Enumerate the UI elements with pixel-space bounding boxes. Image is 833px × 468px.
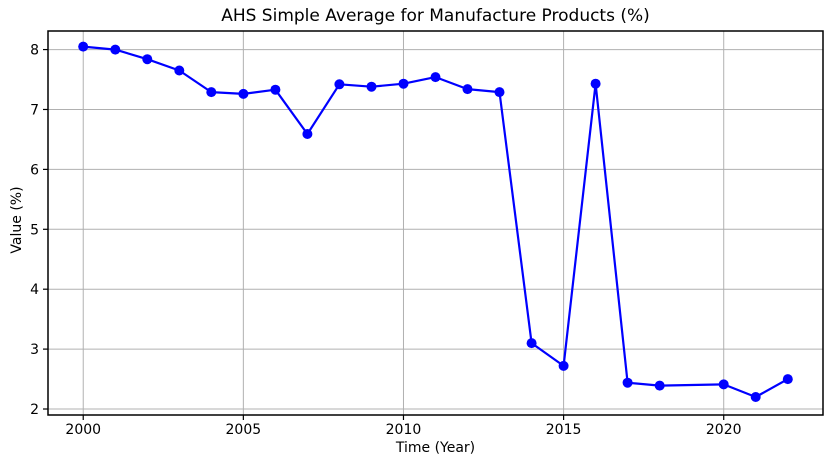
x-tick-label: 2000 — [65, 422, 101, 438]
data-point-marker — [494, 87, 505, 98]
data-point-marker — [366, 81, 377, 92]
data-point-marker — [462, 84, 473, 95]
x-tick-label: 2005 — [226, 422, 262, 438]
y-tick-label: 7 — [30, 102, 39, 118]
data-point-marker — [206, 87, 217, 98]
data-point-marker — [174, 65, 185, 76]
data-point-marker — [398, 78, 409, 89]
data-point-marker — [110, 44, 121, 55]
data-point-marker — [334, 79, 345, 90]
data-point-marker — [622, 377, 633, 388]
y-tick-label: 8 — [30, 43, 39, 59]
data-point-marker — [302, 129, 313, 139]
data-point-marker — [718, 379, 729, 390]
data-point-marker — [654, 380, 665, 391]
data-point-marker — [590, 78, 601, 89]
data-point-marker — [142, 54, 153, 65]
plot-border — [47, 30, 824, 416]
y-tick-label: 4 — [30, 282, 39, 298]
y-tick-label: 3 — [30, 342, 39, 358]
data-point-marker — [750, 392, 761, 402]
y-tick-label: 5 — [30, 222, 39, 238]
x-tick-label: 2020 — [706, 422, 742, 438]
data-point-marker — [78, 41, 89, 52]
data-point-marker — [782, 374, 793, 385]
data-series-line — [82, 45, 789, 399]
x-tick-label: 2010 — [386, 422, 422, 438]
data-point-marker — [430, 72, 441, 83]
x-axis-label: Time (Year) — [395, 440, 476, 456]
data-point-marker — [558, 360, 569, 371]
y-tick-label: 2 — [30, 402, 39, 418]
x-tick-label: 2015 — [546, 422, 582, 438]
data-point-marker — [526, 338, 537, 349]
chart-title: AHS Simple Average for Manufacture Produ… — [221, 6, 650, 26]
data-point-marker — [238, 88, 249, 99]
data-point-marker — [270, 84, 281, 95]
y-tick-label: 6 — [30, 162, 39, 178]
